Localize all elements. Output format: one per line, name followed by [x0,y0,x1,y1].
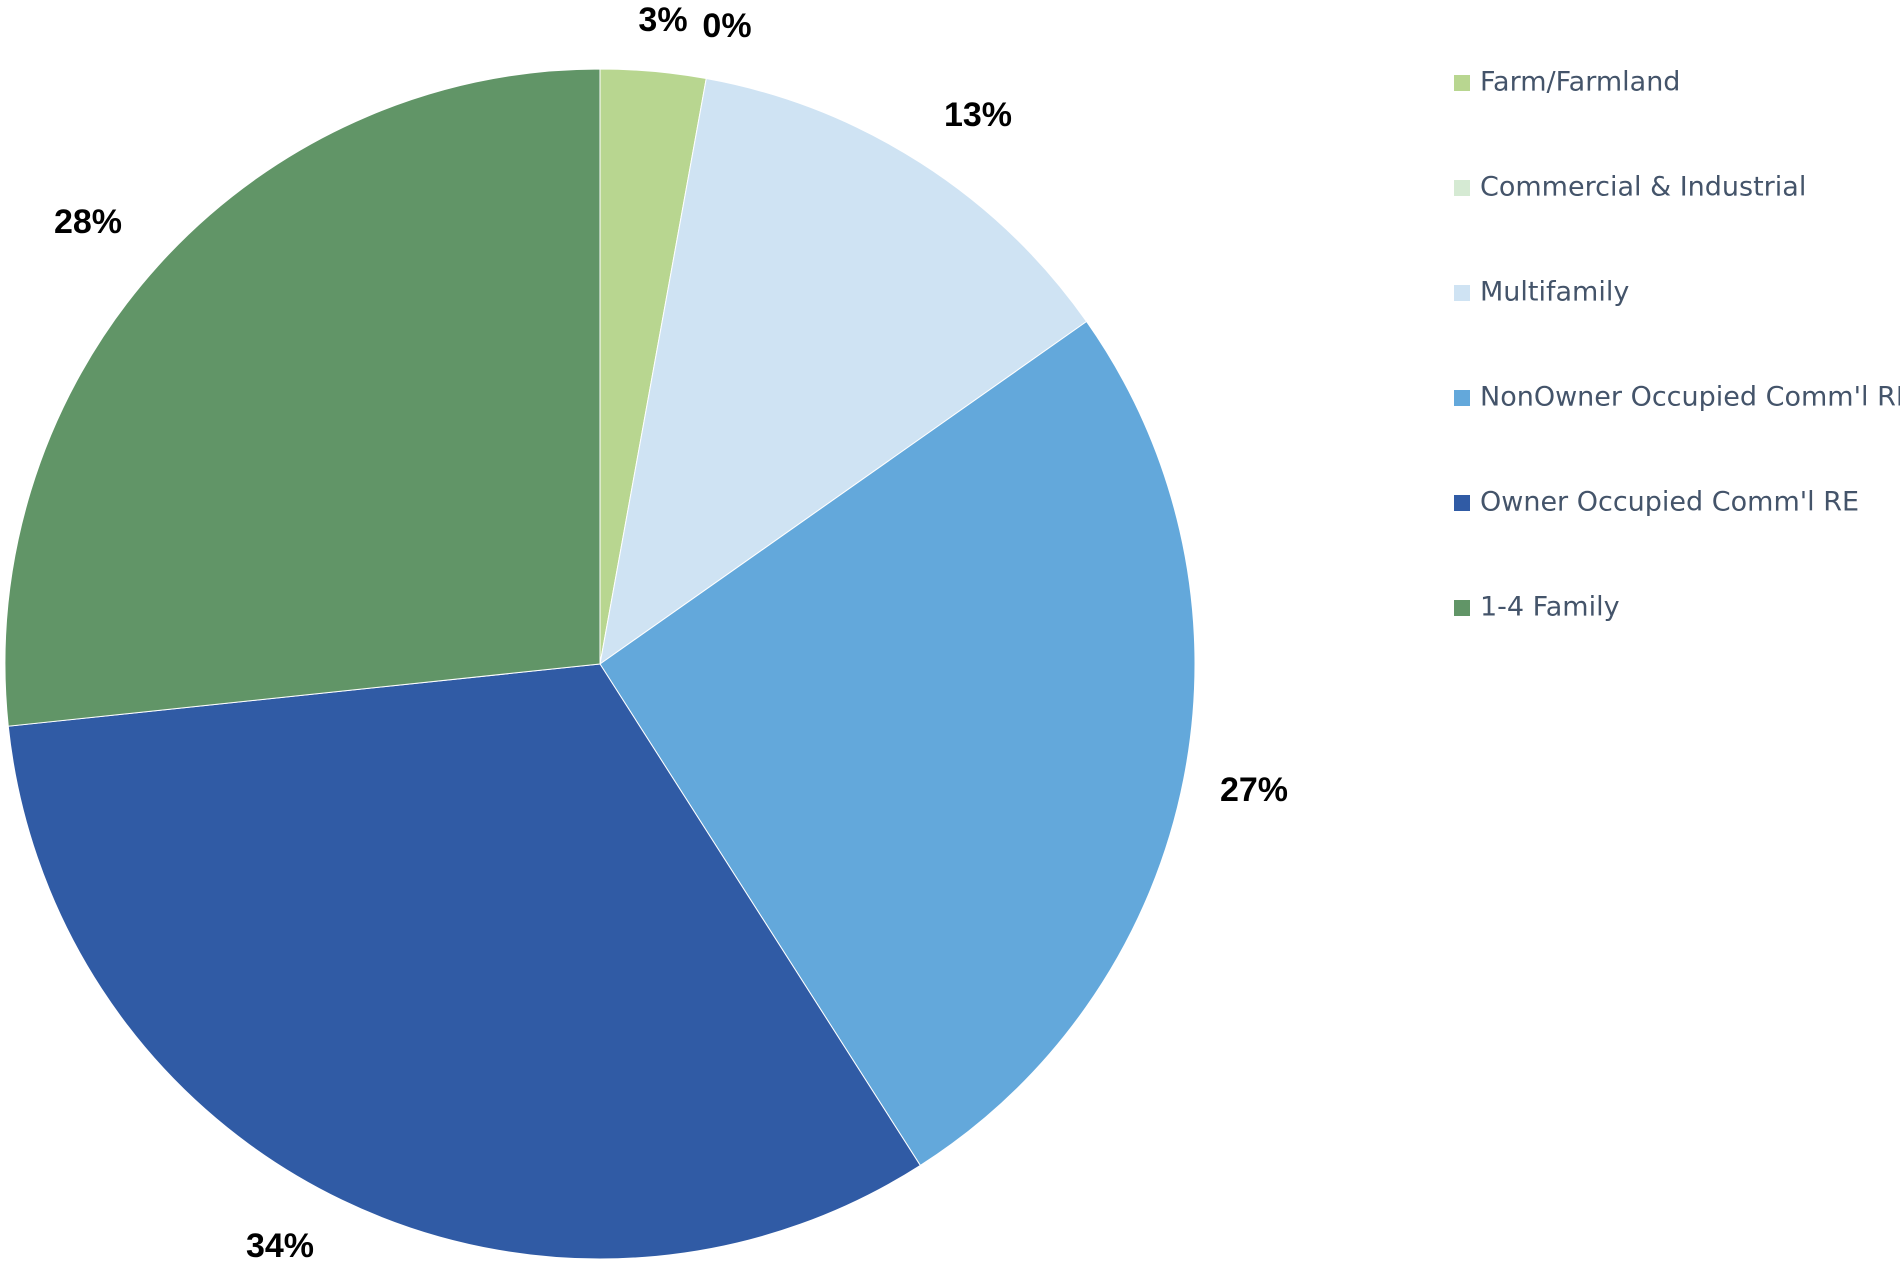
data-label-owner-occupied-comm-l-re: 34% [246,1227,314,1265]
data-label-nonowner-occupied-comm-l-re: 27% [1220,771,1288,809]
legend-swatch [1454,495,1470,511]
legend-swatch [1454,75,1470,91]
legend-item-nonowner-occupied-comm-l-re: NonOwner Occupied Comm'l RE [1454,382,1900,413]
legend-item-farm-farmland: Farm/Farmland [1454,67,1680,98]
legend-item-1-4-family: 1-4 Family [1454,592,1620,623]
legend-item-owner-occupied-comm-l-re: Owner Occupied Comm'l RE [1454,487,1859,518]
pie-slices [4,68,1196,1260]
legend-item-multifamily: Multifamily [1454,277,1629,308]
legend-swatch [1454,390,1470,406]
legend-label: Commercial & Industrial [1480,172,1806,203]
data-label-farm-farmland: 3% [638,1,687,39]
data-label-commercial-industrial: 0% [702,7,751,45]
legend-label: Multifamily [1480,277,1629,308]
pie-slice-multifamily [599,77,1088,666]
legend-swatch [1454,285,1470,301]
pie-slice-1-4-family [4,68,601,727]
legend-label: Farm/Farmland [1480,67,1680,98]
legend-item-commercial-industrial: Commercial & Industrial [1454,172,1806,203]
legend-label: Owner Occupied Comm'l RE [1480,487,1859,518]
pie-data-labels: 3% 0% 13% 27% 34% 28% [54,1,1288,1265]
legend-label: 1-4 Family [1480,592,1620,623]
legend-swatch [1454,600,1470,616]
legend-label: NonOwner Occupied Comm'l RE [1480,382,1900,413]
data-label-multifamily: 13% [944,96,1012,134]
pie-slice-owner-occupied-comm-l-re [7,663,922,1260]
chart-legend: Farm/Farmland Commercial & Industrial Mult… [1454,67,1900,623]
legend-swatch [1454,180,1470,196]
data-label-1-4-family: 28% [54,203,122,241]
pie-slice-nonowner-occupied-comm-l-re [599,320,1196,1167]
